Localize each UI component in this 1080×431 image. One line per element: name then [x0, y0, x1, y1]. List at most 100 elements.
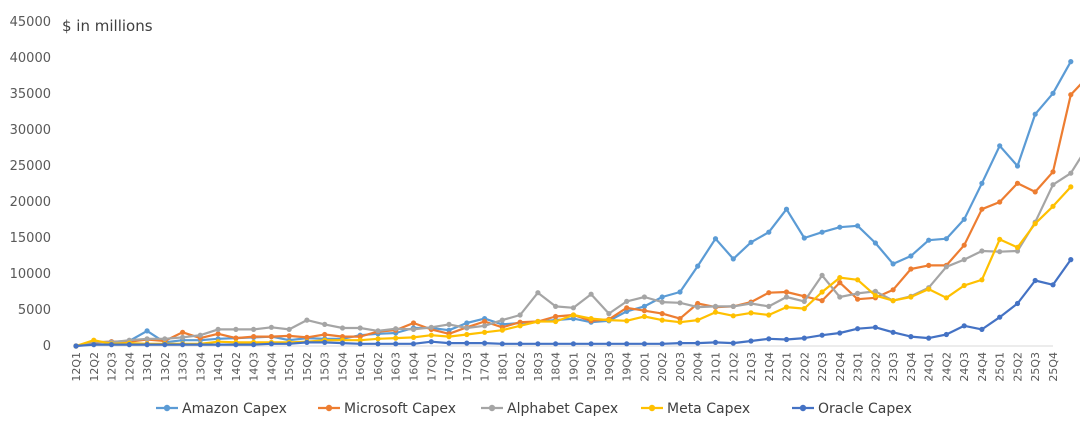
x-tick-label: 21Q1 — [709, 352, 722, 382]
data-point — [570, 341, 577, 347]
data-point — [730, 313, 736, 319]
data-point — [624, 305, 630, 311]
data-point — [890, 329, 896, 335]
data-point — [251, 342, 257, 348]
data-point — [304, 317, 310, 323]
legend-label: Oracle Capex — [818, 401, 912, 417]
data-point — [464, 340, 470, 346]
data-point — [783, 294, 790, 300]
data-point — [801, 235, 807, 241]
data-point — [659, 311, 665, 317]
x-tick-label: 23Q4 — [905, 352, 918, 382]
data-point — [304, 339, 310, 345]
x-tick-label: 19Q3 — [603, 352, 616, 382]
x-tick-label: 14Q2 — [230, 352, 243, 382]
x-tick-label: 16Q1 — [354, 352, 367, 382]
x-tick-label: 25Q1 — [994, 352, 1007, 382]
data-point — [819, 272, 825, 278]
x-tick-label: 22Q1 — [781, 352, 794, 382]
data-point — [624, 308, 630, 314]
data-point — [606, 341, 612, 347]
data-point — [677, 316, 683, 322]
data-point — [730, 340, 736, 346]
data-point — [677, 319, 683, 325]
data-point — [126, 342, 132, 348]
x-tick-label: 23Q2 — [869, 352, 882, 382]
legend-label: Amazon Capex — [182, 401, 287, 417]
data-point — [180, 342, 186, 348]
data-point — [801, 335, 807, 341]
data-point — [855, 277, 861, 283]
x-tick-label: 18Q1 — [496, 352, 509, 382]
data-point — [482, 318, 488, 325]
data-point — [144, 328, 150, 334]
x-tick-label: 22Q3 — [816, 352, 829, 382]
x-tick-label: 16Q2 — [372, 352, 385, 382]
legend-item: Meta Capex — [641, 401, 750, 417]
data-point — [659, 341, 665, 347]
x-tick-label: 20Q3 — [674, 352, 687, 382]
data-point — [570, 305, 577, 311]
data-point — [517, 323, 523, 329]
x-tick-label: 12Q1 — [70, 352, 83, 382]
x-tick-label: 14Q4 — [265, 352, 278, 382]
series-alphabet-capex — [73, 156, 1080, 349]
data-point — [570, 312, 577, 318]
x-tick-label: 15Q4 — [336, 352, 349, 382]
data-point — [180, 334, 186, 340]
legend-marker — [799, 404, 807, 412]
data-point — [890, 287, 896, 293]
x-tick-label: 19Q1 — [567, 352, 580, 382]
data-point — [446, 334, 452, 340]
data-point — [908, 266, 914, 272]
data-point — [624, 298, 630, 304]
data-point — [197, 332, 203, 338]
data-point — [677, 340, 683, 346]
x-tick-label: 20Q4 — [692, 352, 705, 382]
data-point — [535, 290, 541, 296]
data-point — [624, 341, 630, 347]
data-point — [961, 257, 967, 263]
x-tick-label: 24Q1 — [923, 352, 936, 382]
data-point — [997, 249, 1003, 255]
legend-item: Oracle Capex — [792, 401, 912, 417]
data-point — [997, 199, 1003, 205]
data-point — [108, 342, 115, 348]
x-tick-label: 21Q4 — [763, 352, 776, 382]
data-point — [695, 300, 701, 307]
y-tick-label: 40000 — [10, 51, 51, 66]
data-point — [695, 317, 701, 323]
data-point — [1050, 203, 1056, 209]
data-point — [553, 318, 559, 325]
x-tick-label: 19Q2 — [585, 352, 598, 382]
data-point — [1050, 90, 1056, 96]
data-point — [659, 299, 665, 305]
data-point — [233, 342, 239, 348]
legend-marker — [163, 404, 171, 412]
data-point — [162, 342, 168, 348]
data-point — [499, 341, 505, 347]
data-point — [766, 303, 772, 309]
data-point — [482, 329, 488, 335]
data-point — [624, 318, 630, 324]
data-point — [641, 341, 648, 347]
data-point — [997, 236, 1003, 242]
data-point — [535, 318, 541, 325]
y-tick-label: 5000 — [18, 303, 51, 318]
data-point — [712, 339, 719, 345]
data-point — [766, 290, 772, 296]
data-point — [1032, 221, 1038, 227]
x-tick-label: 25Q2 — [1011, 352, 1024, 382]
x-tick-label: 16Q3 — [390, 352, 403, 382]
series-microsoft-capex — [73, 83, 1080, 349]
x-tick-label: 24Q3 — [958, 352, 971, 382]
x-tick-label: 13Q3 — [177, 352, 190, 382]
data-point — [482, 340, 488, 346]
data-point — [730, 256, 736, 262]
x-tick-label: 15Q2 — [301, 352, 314, 382]
y-tick-label: 15000 — [10, 231, 51, 246]
data-point — [464, 331, 470, 338]
x-tick-label: 16Q4 — [408, 352, 421, 382]
legend-item: Alphabet Capex — [481, 401, 618, 417]
data-point — [979, 180, 985, 186]
